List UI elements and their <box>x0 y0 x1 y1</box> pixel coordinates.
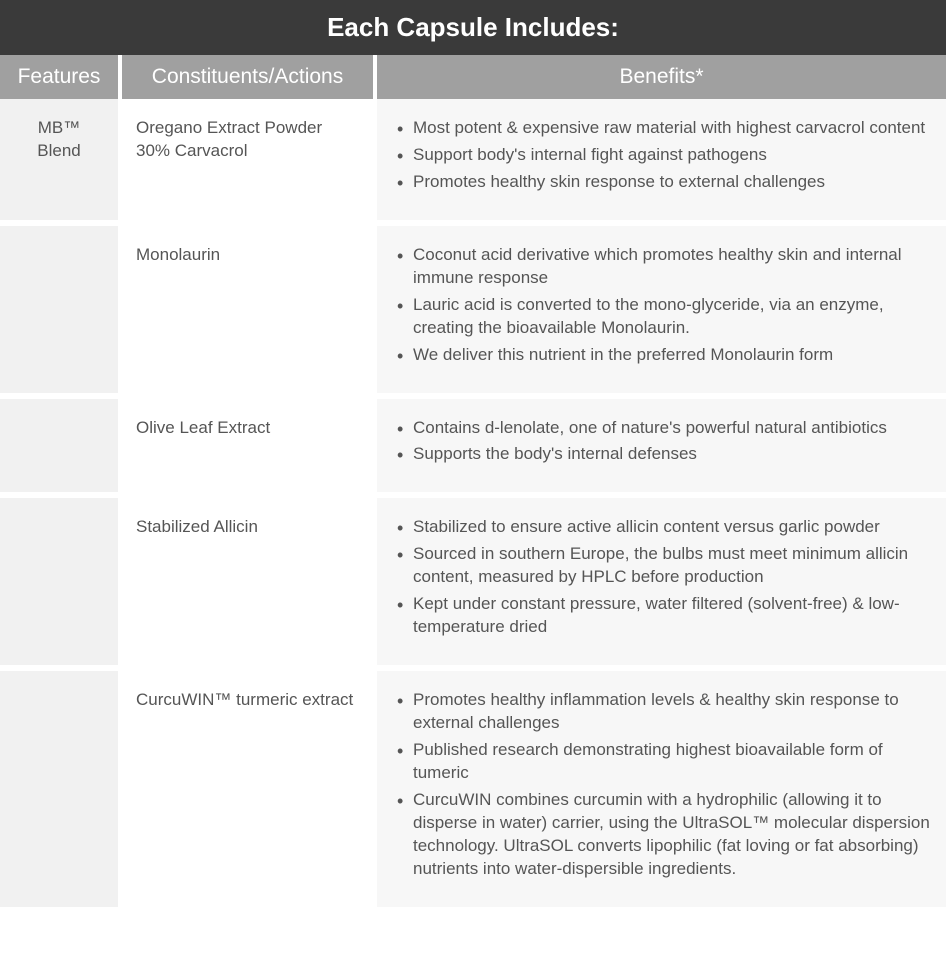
benefit-item: Promotes healthy skin response to extern… <box>391 171 932 194</box>
benefit-item: CurcuWIN combines curcumin with a hydrop… <box>391 789 932 881</box>
benefits-cell: Promotes healthy inflammation levels & h… <box>375 668 946 910</box>
constituents-cell: Oregano Extract Powder 30% Carvacrol <box>120 99 375 223</box>
benefit-item: Supports the body's internal defenses <box>391 443 932 466</box>
features-cell <box>0 495 120 668</box>
table-body: MB™ BlendOregano Extract Powder 30% Carv… <box>0 99 946 910</box>
features-cell: MB™ Blend <box>0 99 120 223</box>
benefit-item: Support body's internal fight against pa… <box>391 144 932 167</box>
table-row: MB™ BlendOregano Extract Powder 30% Carv… <box>0 99 946 223</box>
constituents-cell: Olive Leaf Extract <box>120 396 375 496</box>
benefits-list: Stabilized to ensure active allicin cont… <box>391 516 932 639</box>
ingredients-table: Each Capsule Includes: Features Constitu… <box>0 0 946 913</box>
table-header-row: Features Constituents/Actions Benefits* <box>0 55 946 99</box>
features-cell <box>0 223 120 396</box>
table-row: CurcuWIN™ turmeric extract Promotes healt… <box>0 668 946 910</box>
header-features: Features <box>0 55 120 99</box>
benefit-item: Kept under constant pressure, water filt… <box>391 593 932 639</box>
benefit-item: Most potent & expensive raw material wit… <box>391 117 932 140</box>
header-constituents: Constituents/Actions <box>120 55 375 99</box>
benefit-item: Lauric acid is converted to the mono-gly… <box>391 294 932 340</box>
benefits-cell: Most potent & expensive raw material wit… <box>375 99 946 223</box>
constituents-cell: Monolaurin <box>120 223 375 396</box>
benefits-list: Most potent & expensive raw material wit… <box>391 117 932 194</box>
benefits-cell: Coconut acid derivative which promotes h… <box>375 223 946 396</box>
benefit-item: Contains d-lenolate, one of nature's pow… <box>391 417 932 440</box>
benefits-list: Coconut acid derivative which promotes h… <box>391 244 932 367</box>
benefits-cell: Contains d-lenolate, one of nature's pow… <box>375 396 946 496</box>
benefit-item: Sourced in southern Europe, the bulbs mu… <box>391 543 932 589</box>
constituents-cell: CurcuWIN™ turmeric extract <box>120 668 375 910</box>
header-benefits: Benefits* <box>375 55 946 99</box>
benefit-item: We deliver this nutrient in the preferre… <box>391 344 932 367</box>
benefit-item: Coconut acid derivative which promotes h… <box>391 244 932 290</box>
benefit-item: Promotes healthy inflammation levels & h… <box>391 689 932 735</box>
benefits-list: Promotes healthy inflammation levels & h… <box>391 689 932 881</box>
benefit-item: Stabilized to ensure active allicin cont… <box>391 516 932 539</box>
features-cell <box>0 396 120 496</box>
table-row: Monolaurin Coconut acid derivative which … <box>0 223 946 396</box>
benefits-cell: Stabilized to ensure active allicin cont… <box>375 495 946 668</box>
table-row: Olive Leaf Extract Contains d-lenolate, o… <box>0 396 946 496</box>
constituents-cell: Stabilized Allicin <box>120 495 375 668</box>
benefits-list: Contains d-lenolate, one of nature's pow… <box>391 417 932 467</box>
features-cell <box>0 668 120 910</box>
table-title: Each Capsule Includes: <box>0 0 946 55</box>
table-row: Stabilized Allicin Stabilized to ensure a… <box>0 495 946 668</box>
benefit-item: Published research demonstrating highest… <box>391 739 932 785</box>
